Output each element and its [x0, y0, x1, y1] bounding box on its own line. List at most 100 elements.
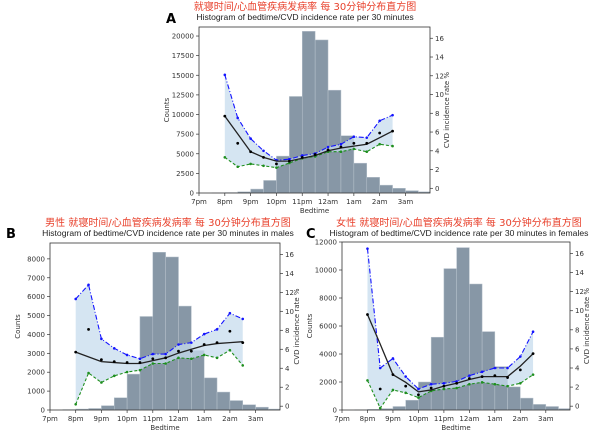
y-tick-label: 2000: [319, 379, 337, 387]
y-tick-label: 7000: [27, 274, 45, 282]
upper-bound-marker: [378, 119, 381, 122]
upper-bound-marker: [262, 149, 265, 152]
incidence-rate-point: [365, 142, 368, 145]
incidence-rate-point: [177, 350, 180, 353]
y2-tick-label: 6: [435, 129, 440, 137]
incidence-rate-point: [352, 142, 355, 145]
lower-bound-marker: [365, 150, 368, 153]
incidence-rate-point: [126, 361, 129, 364]
incidence-rate-point: [236, 142, 239, 145]
y2-tick-label: 4: [285, 365, 290, 373]
incidence-rate-point: [493, 374, 496, 377]
x-tick-label: 12am: [318, 198, 338, 206]
incidence-rate-point: [366, 313, 369, 316]
incidence-rate-point: [216, 341, 219, 344]
upper-bound-marker: [391, 114, 394, 117]
lower-bound-marker: [378, 143, 381, 146]
upper-bound-marker: [366, 247, 369, 250]
histogram-bar: [393, 407, 406, 411]
incidence-rate-point: [74, 351, 77, 354]
upper-bound-marker: [151, 353, 154, 356]
histogram-bar: [114, 398, 127, 410]
incidence-rate-point: [340, 146, 343, 149]
chart-title: Histogram of bedtime/CVD incidence rate …: [196, 12, 413, 22]
lower-bound-marker: [353, 148, 356, 151]
upper-bound-marker: [190, 341, 193, 344]
x-tick-label: 10pm: [408, 415, 428, 423]
upper-bound-marker: [430, 383, 433, 386]
histogram-bar: [393, 188, 406, 193]
incidence-rate-point: [223, 115, 226, 118]
chart-title: Histogram of bedtime/CVD incidence rate …: [42, 228, 294, 238]
y2-tick-label: 6: [575, 345, 580, 353]
lower-bound-marker: [126, 371, 129, 374]
lower-bound-marker: [236, 165, 239, 168]
x-axis-label: Bedtime: [300, 207, 329, 215]
upper-bound-marker: [404, 375, 407, 378]
histogram-bar: [264, 180, 277, 193]
upper-bound-marker: [353, 135, 356, 138]
histogram-bar: [302, 31, 315, 193]
lower-bound-marker: [87, 372, 90, 375]
incidence-rate-point: [417, 393, 420, 396]
x-tick-label: 9pm: [94, 415, 110, 423]
y-tick-label: 8000: [27, 255, 45, 263]
incidence-rate-point: [164, 356, 167, 359]
panel-label: A: [166, 12, 176, 27]
y2-tick-label: 8: [435, 110, 439, 118]
upper-bound-marker: [241, 318, 244, 321]
lower-bound-marker: [391, 145, 394, 148]
lower-bound-marker: [216, 357, 219, 360]
x-tick-label: 2am: [513, 415, 529, 423]
upper-bound-marker: [216, 328, 219, 331]
x-tick-label: 8pm: [360, 415, 376, 423]
lower-bound-marker: [506, 385, 509, 388]
y2-tick-label: 16: [285, 251, 294, 259]
incidence-rate-point: [203, 343, 206, 346]
lower-bound-marker: [203, 354, 206, 357]
y-tick-label: 7500: [176, 131, 194, 139]
upper-bound-marker: [249, 137, 252, 140]
y2-tick-label: 14: [435, 54, 444, 62]
histogram-bar: [289, 96, 302, 193]
upper-bound-marker: [74, 298, 77, 301]
lower-bound-marker: [340, 150, 343, 153]
histogram-bar: [256, 407, 269, 410]
lower-bound-marker: [190, 357, 193, 360]
histogram-bar: [431, 337, 444, 410]
x-tick-label: 8pm: [68, 415, 84, 423]
y2-axis-label: CVD incidence rate %: [583, 288, 591, 364]
lower-bound-marker: [74, 403, 77, 406]
y-tick-label: 15000: [172, 72, 194, 80]
y-tick-label: 3000: [27, 350, 45, 358]
incidence-rate-point: [481, 375, 484, 378]
y-tick-label: 0: [41, 407, 45, 415]
incidence-rate-point: [301, 156, 304, 159]
x-tick-label: 11pm: [143, 415, 163, 423]
incidence-rate-point: [288, 160, 291, 163]
incidence-rate-point: [100, 358, 103, 361]
y-tick-label: 6000: [27, 293, 45, 301]
lower-bound-marker: [151, 362, 154, 365]
lower-bound-marker: [481, 381, 484, 384]
lower-bound-marker: [379, 407, 382, 410]
y2-tick-label: 14: [285, 270, 294, 278]
histogram-bar: [191, 350, 204, 410]
x-tick-label: 8pm: [217, 198, 233, 206]
upper-bound-marker: [494, 367, 497, 370]
x-axis-label: Bedtime: [150, 424, 179, 431]
upper-bound-marker: [481, 371, 484, 374]
incidence-rate-point: [190, 350, 193, 353]
y-tick-label: 1000: [27, 388, 45, 396]
upper-bound-marker: [100, 338, 103, 341]
histogram-bar: [251, 189, 264, 193]
y-tick-label: 2500: [176, 170, 194, 178]
histogram-bar: [204, 378, 217, 410]
y-tick-label: 8000: [319, 295, 337, 303]
histogram-bar: [328, 90, 341, 193]
upper-bound-marker: [468, 374, 471, 377]
y-axis-label: Counts: [163, 97, 171, 122]
y2-axis-label: CVD incidence rate %: [443, 72, 451, 148]
histogram-bar: [406, 400, 419, 410]
